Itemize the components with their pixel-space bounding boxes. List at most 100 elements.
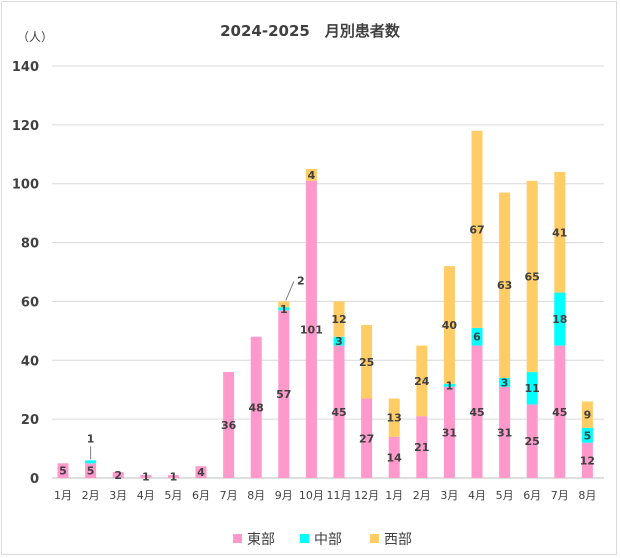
x-tick-label: 4月 [137,489,155,502]
bar-segment [278,301,290,308]
y-tick-label: 120 [12,119,39,134]
bar-segment [499,192,511,378]
bar-segment [57,463,69,478]
bar-segment [305,169,317,181]
data-label: 5 [584,429,592,442]
bars [57,130,593,478]
bar-segment [85,460,97,464]
data-label: 6 [473,331,481,344]
data-label: 2 [297,274,305,287]
x-tick-label: 6月 [192,489,210,502]
data-label: 101 [300,323,323,336]
legend-label: 西部 [384,532,412,548]
y-tick-label: 140 [12,60,39,75]
bar-segment [471,327,483,346]
bar-segment [443,383,455,387]
data-label: 1 [170,471,178,484]
bar-segment [443,386,455,478]
bar-segment [471,130,483,328]
data-label: 13 [387,412,402,425]
bar-segment [140,475,152,478]
data-label: 3 [501,376,509,389]
data-label: 40 [442,319,458,332]
y-tick-label: 0 [30,472,39,487]
x-tick-label: 7月 [220,489,238,502]
data-label: 11 [525,382,540,395]
bar-segment [526,180,538,373]
bar-segment [333,345,345,478]
legend-swatch [233,534,242,543]
data-labels: 5 512 1 1 4364857121014453122725141321243114… [59,169,595,484]
data-label: 12 [331,313,346,326]
bar-segment [361,398,373,478]
data-label: 25 [359,356,374,369]
bar-segment [195,466,207,478]
data-label: 65 [525,270,540,283]
data-label: 27 [359,432,374,445]
bar-segment [333,336,345,346]
data-label: 21 [414,441,429,454]
data-label: 57 [276,388,291,401]
bar-segment [333,301,345,337]
data-label: 41 [552,226,567,239]
bar-segment [443,266,455,384]
bar-segment [305,180,317,478]
bar-segment [581,427,593,443]
x-tick-label: 4月 [468,489,486,502]
data-label: 36 [221,419,237,432]
data-label: 1 [87,432,95,445]
data-label: 4 [308,169,316,182]
data-label: 5 [59,465,67,478]
y-tick-label: 60 [21,295,39,310]
legend-swatch [300,534,309,543]
bar-segment [278,307,290,311]
x-tick-label: 3月 [440,489,458,502]
x-tick-label: 3月 [109,489,127,502]
gridlines [52,65,604,479]
y-tick-label: 40 [21,354,39,369]
bar-segment [250,336,262,478]
data-label: 1 [142,471,150,484]
data-label: 18 [552,313,567,326]
data-label: 9 [584,409,592,422]
data-label: 24 [414,375,430,388]
x-tick-label: 9月 [275,489,293,502]
y-tick-label: 20 [21,413,39,428]
label-leader-line [285,281,295,301]
x-tick-label: 6月 [523,489,541,502]
bar-segment [554,171,566,293]
legend: 東部 中部 西部 [233,532,412,548]
x-tick-label: 5月 [164,489,182,502]
x-tick-label: 2月 [82,489,100,502]
bar-segment [581,442,593,478]
data-label: 45 [552,406,567,419]
x-tick-label: 8月 [578,489,596,502]
bar-segment [554,345,566,478]
x-tick-label: 7月 [551,489,569,502]
bar-segment [499,377,511,387]
data-label: 14 [387,451,403,464]
data-label: 5 [87,465,95,478]
bar-segment [416,345,428,417]
bar-segment [223,372,235,478]
data-label: 45 [331,406,346,419]
legend-label: 中部 [314,532,342,548]
data-label: 4 [197,466,205,479]
y-tick-label: 100 [12,178,39,193]
x-tick-label: 8月 [247,489,265,502]
data-label: 3 [335,335,343,348]
y-axis-ticks: 0 20 40 60 80 100 120 140 [12,60,39,487]
bar-segment [526,404,538,478]
legend-label: 東部 [247,532,275,548]
bar-segment [361,324,373,399]
data-label: 63 [497,279,512,292]
x-tick-label: 12月 [354,489,379,502]
data-label: 31 [497,426,512,439]
data-label: 1 [280,303,288,316]
x-tick-label: 2月 [413,489,431,502]
chart-title: 2024-2025 月別患者数 [220,22,401,40]
bar-segment [554,292,566,346]
data-label: 12 [580,454,595,467]
data-label: 25 [525,435,540,448]
